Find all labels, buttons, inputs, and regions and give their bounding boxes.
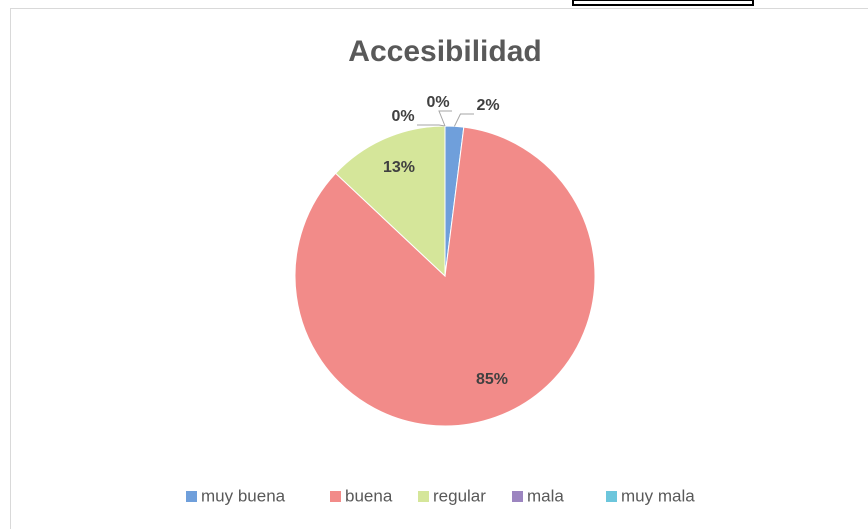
leader-line <box>438 110 452 127</box>
legend-label: mala <box>527 486 564 505</box>
pie-slice <box>334 125 446 278</box>
leader-line <box>417 124 446 127</box>
legend-swatch <box>512 491 523 502</box>
legend-swatch <box>330 491 341 502</box>
data-label: 0% <box>426 94 449 111</box>
pie <box>294 110 596 427</box>
data-label: 2% <box>476 97 499 114</box>
chart-title: Accesibilidad <box>348 35 541 68</box>
leader-line <box>453 113 474 127</box>
data-label: 13% <box>383 159 415 176</box>
legend-swatch <box>186 491 197 502</box>
legend-label: buena <box>345 486 393 505</box>
data-label: 0% <box>391 108 414 125</box>
legend-label: muy mala <box>621 486 695 505</box>
legend-label: muy buena <box>201 486 286 505</box>
header-box <box>572 0 754 6</box>
legend-label: regular <box>433 486 486 505</box>
legend-swatch <box>606 491 617 502</box>
data-label: 85% <box>476 371 508 388</box>
legend-swatch <box>418 491 429 502</box>
